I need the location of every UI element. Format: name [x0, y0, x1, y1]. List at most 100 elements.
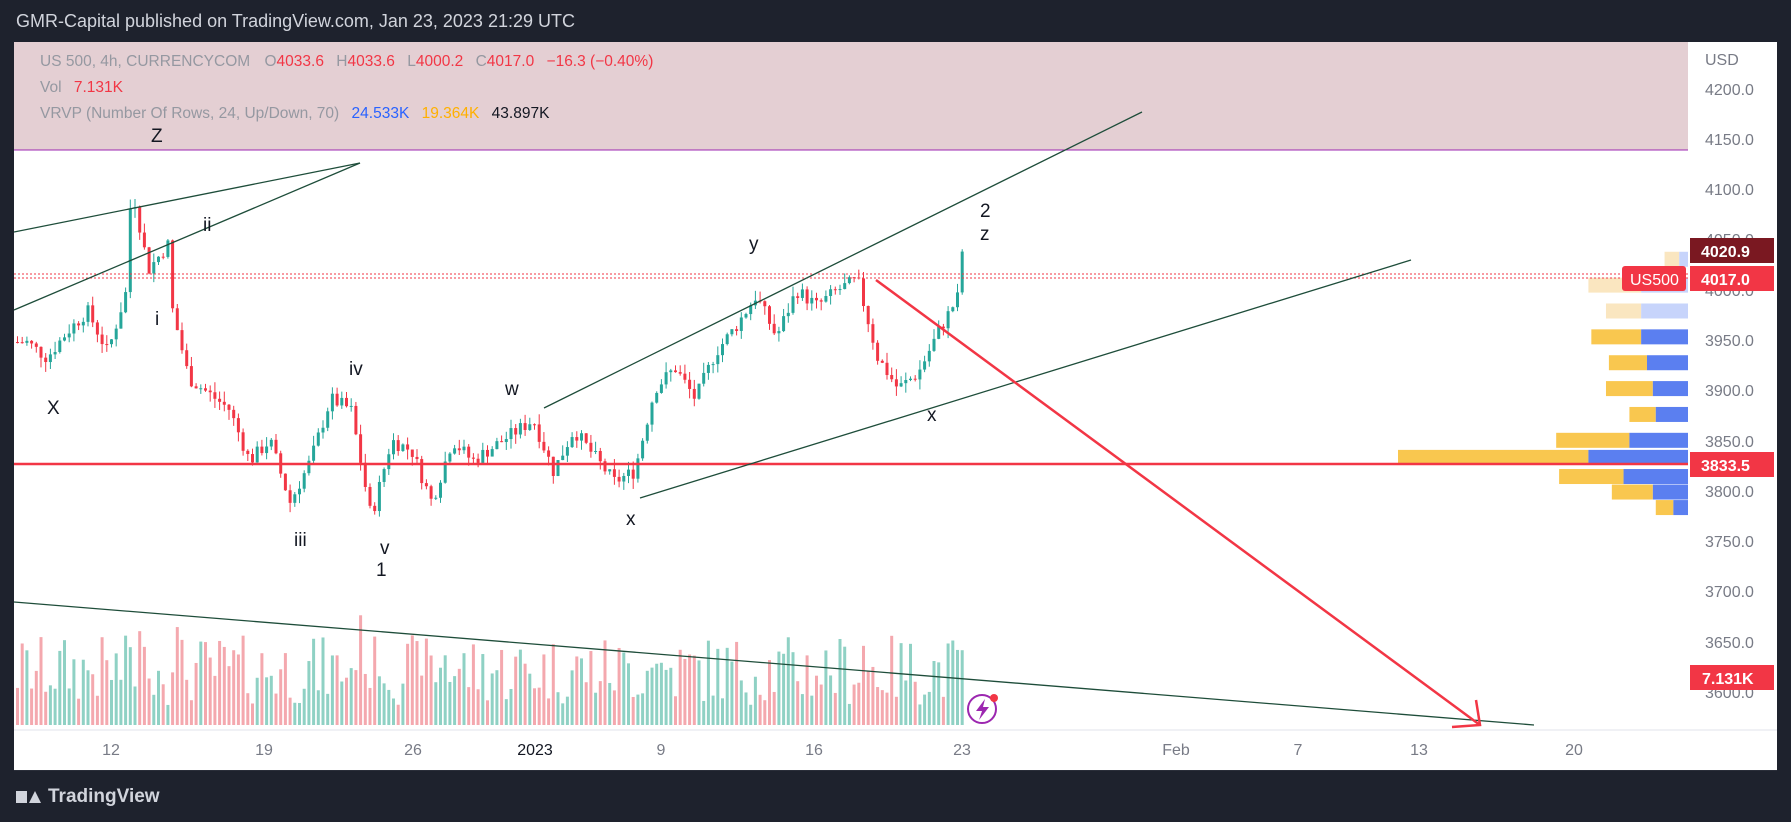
legend-ohlc-row[interactable]: US 500, 4h, CURRENCYCOM O4033.6 H4033.6 … — [40, 53, 653, 71]
trendline-upper-channel[interactable] — [543, 111, 1143, 409]
volume-bar — [805, 655, 809, 725]
volume-bar — [622, 652, 626, 725]
candle — [669, 368, 673, 382]
candles — [16, 198, 964, 517]
volume-bar — [551, 644, 555, 725]
candle — [396, 435, 400, 456]
time-axis[interactable]: 12 19 26 2023 9 16 23 Feb 7 13 20 — [102, 742, 1583, 759]
volume-bar — [152, 694, 156, 725]
volume-bar — [439, 667, 442, 725]
candle — [392, 433, 395, 460]
legend-vrvp-down: 19.364K — [421, 105, 480, 122]
volume-bar — [486, 700, 489, 725]
candle — [467, 444, 471, 466]
volume-bar — [528, 673, 532, 725]
volume-bars — [16, 615, 964, 725]
volume-bar — [429, 655, 433, 725]
volume-bar — [312, 638, 316, 725]
candle — [124, 287, 128, 314]
supply-zone — [14, 42, 1688, 150]
chart-canvas[interactable]: Z ii i X iv iii v 1 w y x 2 z x USD 4200… — [14, 42, 1777, 770]
volume-bar — [941, 696, 945, 725]
candle — [725, 332, 729, 346]
legend-volume-row[interactable]: Vol 7.131K — [40, 79, 123, 97]
candle — [885, 352, 889, 380]
candle — [556, 459, 560, 477]
price-tick: 4100.0 — [1705, 182, 1754, 199]
candle — [589, 434, 593, 458]
published-header: GMR-Capital published on TradingView.com… — [0, 0, 1791, 42]
time-tick: 23 — [953, 742, 971, 759]
candle — [678, 365, 682, 376]
volume-bar — [232, 650, 236, 725]
candle — [481, 442, 485, 465]
candle — [345, 392, 348, 408]
volume-bar — [265, 677, 269, 725]
projection-arrow-line[interactable] — [875, 278, 1481, 727]
time-tick: 16 — [805, 742, 823, 759]
volume-bar — [481, 654, 485, 725]
price-axis[interactable] — [1688, 42, 1777, 770]
lightning-icon[interactable] — [967, 694, 998, 724]
volume-bar — [768, 660, 771, 725]
volume-bar — [565, 696, 569, 725]
time-tick: Feb — [1162, 742, 1190, 759]
candle — [518, 418, 522, 439]
legend-low-label: L — [407, 53, 416, 70]
chart-pane[interactable]: Z ii i X iv iii v 1 w y x 2 z x USD 4200… — [14, 42, 1777, 771]
volume-profile-row — [1559, 469, 1688, 485]
volume-bar — [612, 690, 616, 725]
volume-bar — [561, 703, 565, 725]
candle — [138, 205, 142, 240]
wave-label-y: y — [749, 234, 759, 255]
volume-bar — [556, 692, 560, 725]
volume-bar — [81, 659, 85, 725]
wave-label-2: 2 — [980, 201, 991, 222]
candle — [114, 324, 118, 347]
candle — [434, 495, 438, 500]
volume-bar — [725, 647, 729, 725]
volume-bar — [53, 688, 57, 725]
candle — [110, 339, 113, 348]
legend-symbol[interactable]: US 500, 4h, CURRENCYCOM — [40, 53, 251, 70]
candle — [514, 424, 518, 444]
tradingview-logo[interactable]: TradingView — [16, 786, 160, 808]
candle — [161, 253, 165, 260]
trendline-lower-channel[interactable] — [639, 259, 1412, 499]
candle — [105, 335, 109, 352]
candle — [439, 480, 442, 503]
candle — [274, 433, 278, 455]
candle — [269, 437, 273, 451]
legend-open-value: 4033.6 — [276, 53, 324, 70]
volume-bar — [72, 659, 76, 725]
volume-bar — [537, 687, 541, 725]
candle — [166, 238, 170, 259]
candle — [208, 385, 212, 402]
legend-vrvp-row[interactable]: VRVP (Number Of Rows, 24, Up/Down, 70) 2… — [40, 105, 549, 123]
candle — [312, 435, 316, 465]
candle — [157, 256, 160, 265]
volume-bar — [894, 696, 898, 725]
price-tick: 3750.0 — [1705, 534, 1754, 551]
candle — [16, 336, 19, 344]
legend-vol-label[interactable]: Vol — [40, 79, 62, 96]
candle — [923, 355, 927, 373]
volume-bar — [401, 683, 405, 725]
candle — [377, 475, 381, 517]
candle — [594, 441, 598, 455]
candle — [53, 341, 57, 360]
volume-bar — [345, 677, 348, 725]
candle — [890, 367, 894, 383]
legend-vrvp-label[interactable]: VRVP (Number Of Rows, 24, Up/Down, 70) — [40, 105, 340, 122]
volume-bar — [650, 667, 654, 725]
time-tick: 13 — [1410, 742, 1428, 759]
candle — [448, 452, 452, 464]
volume-bar — [110, 679, 113, 725]
price-tick: 4200.0 — [1705, 82, 1754, 99]
trendline-early-1 — [14, 162, 361, 311]
volume-bar — [641, 693, 645, 725]
candle — [645, 422, 649, 444]
price-tick: 3850.0 — [1705, 434, 1754, 451]
volume-bar — [946, 643, 950, 725]
candle — [805, 286, 809, 311]
